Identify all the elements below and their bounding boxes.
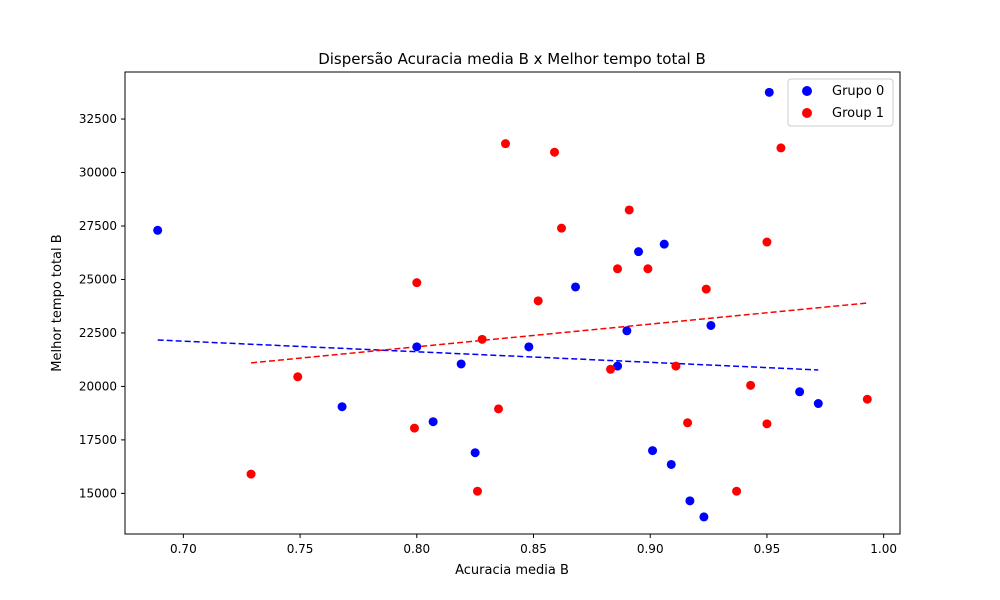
data-point-grupo-0 bbox=[337, 402, 347, 412]
data-point-group-1 bbox=[762, 237, 772, 247]
data-point-group-1 bbox=[477, 334, 487, 344]
data-point-grupo-0 bbox=[666, 459, 676, 469]
data-point-grupo-0 bbox=[795, 387, 805, 397]
data-point-group-1 bbox=[557, 223, 567, 233]
data-point-group-1 bbox=[472, 486, 482, 496]
y-tick-label: 17500 bbox=[79, 433, 117, 447]
data-point-group-1 bbox=[493, 404, 503, 414]
x-tick-label: 0.70 bbox=[170, 542, 197, 556]
y-tick-label: 20000 bbox=[79, 379, 117, 393]
data-point-group-1 bbox=[412, 278, 422, 288]
data-point-group-1 bbox=[671, 361, 681, 371]
data-point-group-1 bbox=[613, 264, 623, 274]
trend-lines bbox=[157, 302, 868, 371]
data-point-grupo-0 bbox=[622, 326, 632, 336]
data-point-group-1 bbox=[732, 486, 742, 496]
data-point-grupo-0 bbox=[571, 282, 581, 292]
legend-marker-group-1 bbox=[802, 108, 812, 118]
y-tick-label: 15000 bbox=[79, 486, 117, 500]
y-tick-label: 30000 bbox=[79, 166, 117, 180]
data-point-grupo-0 bbox=[153, 225, 163, 235]
data-point-group-1 bbox=[293, 372, 303, 382]
plot-background bbox=[125, 72, 900, 534]
data-point-group-1 bbox=[862, 394, 872, 404]
data-points bbox=[153, 87, 872, 522]
plot-area bbox=[125, 72, 900, 534]
x-tick-label: 1.00 bbox=[870, 542, 897, 556]
data-point-group-1 bbox=[246, 469, 256, 479]
data-point-grupo-0 bbox=[634, 247, 644, 257]
data-point-grupo-0 bbox=[524, 342, 534, 352]
legend-marker-grupo-0 bbox=[802, 86, 812, 96]
data-point-grupo-0 bbox=[699, 512, 709, 522]
legend: Grupo 0 Group 1 bbox=[787, 78, 894, 127]
chart-title: Dispersão Acuracia media B x Melhor temp… bbox=[318, 50, 706, 68]
x-axis-ticks: 0.70 0.75 0.80 0.85 0.90 0.95 1.00 bbox=[170, 534, 897, 556]
data-point-group-1 bbox=[643, 264, 653, 274]
data-point-group-1 bbox=[776, 143, 786, 153]
data-point-grupo-0 bbox=[813, 399, 823, 409]
data-point-group-1 bbox=[746, 380, 756, 390]
y-tick-label: 32500 bbox=[79, 112, 117, 126]
data-point-group-1 bbox=[409, 423, 419, 433]
data-point-grupo-0 bbox=[428, 417, 438, 427]
x-tick-label: 0.75 bbox=[287, 542, 314, 556]
data-point-grupo-0 bbox=[764, 87, 774, 97]
x-tick-label: 0.80 bbox=[403, 542, 430, 556]
data-point-group-1 bbox=[606, 364, 616, 374]
y-tick-label: 27500 bbox=[79, 219, 117, 233]
x-axis-label: Acuracia media B bbox=[455, 563, 569, 578]
legend-label-grupo-0: Grupo 0 bbox=[832, 84, 884, 99]
data-point-grupo-0 bbox=[659, 239, 669, 249]
data-point-grupo-0 bbox=[685, 496, 695, 506]
data-point-group-1 bbox=[624, 205, 634, 215]
data-point-group-1 bbox=[683, 418, 693, 428]
legend-label-group-1: Group 1 bbox=[832, 106, 884, 121]
y-tick-label: 25000 bbox=[79, 272, 117, 286]
x-tick-label: 0.95 bbox=[754, 542, 781, 556]
data-point-grupo-0 bbox=[613, 361, 623, 371]
data-point-grupo-0 bbox=[648, 446, 658, 456]
x-tick-label: 0.85 bbox=[520, 542, 547, 556]
data-point-grupo-0 bbox=[470, 448, 480, 458]
data-point-grupo-0 bbox=[412, 342, 422, 352]
data-point-group-1 bbox=[500, 139, 510, 149]
data-point-group-1 bbox=[533, 296, 543, 306]
trend-line-grupo-0 bbox=[157, 339, 819, 371]
trend-line-group-1 bbox=[250, 302, 868, 364]
x-tick-label: 0.90 bbox=[637, 542, 664, 556]
y-tick-label: 22500 bbox=[79, 326, 117, 340]
plot-border bbox=[124, 71, 901, 535]
data-point-grupo-0 bbox=[706, 320, 716, 330]
data-point-group-1 bbox=[701, 284, 711, 294]
data-point-group-1 bbox=[762, 419, 772, 429]
data-point-group-1 bbox=[550, 147, 560, 157]
legend-box bbox=[787, 78, 894, 127]
data-point-grupo-0 bbox=[456, 359, 466, 369]
y-axis-label: Melhor tempo total B bbox=[50, 234, 65, 371]
y-axis-ticks: 15000 17500 20000 22500 25000 27500 30000 32500 bbox=[79, 112, 125, 500]
